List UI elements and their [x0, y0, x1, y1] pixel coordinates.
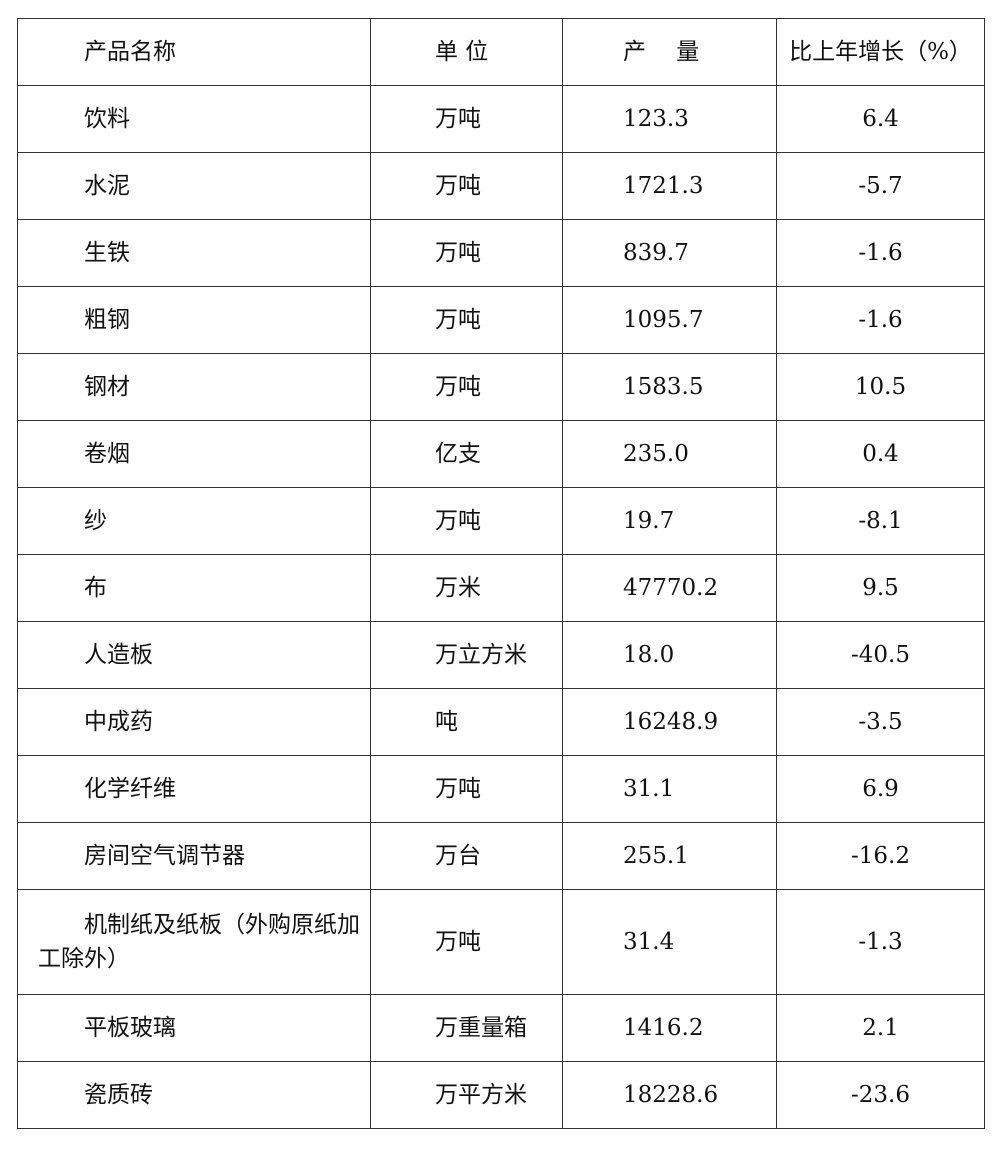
output-cell: 1583.5: [562, 353, 777, 421]
unit-cell: 万平方米: [370, 1061, 563, 1129]
output-cell: 47770.2: [562, 554, 777, 622]
header-row: 产品名称 单 位 产 量 比上年增长（%）: [17, 18, 985, 86]
output-cell: 16248.9: [562, 688, 777, 756]
table-row: 人造板 万立方米 18.0 -40.5: [17, 621, 985, 689]
table-row: 纱万吨 19.7 -8.1: [17, 487, 985, 555]
output-cell: 1721.3: [562, 152, 777, 220]
growth-cell: 10.5: [776, 353, 985, 421]
table-row: 中成药吨 16248.9 -3.5: [17, 688, 985, 756]
output-cell: 235.0: [562, 420, 777, 488]
growth-cell: -3.5: [776, 688, 985, 756]
unit-cell: 万吨: [370, 889, 563, 995]
header-unit: 单 位: [370, 18, 563, 86]
growth-cell: 9.5: [776, 554, 985, 622]
product-name-cell: 机制纸及纸板（外购原纸加工除外）: [17, 889, 371, 995]
table-row: 房间空气调节器 万台 255.1 -16.2: [17, 822, 985, 890]
product-name-cell: 钢材: [17, 353, 371, 421]
unit-cell: 万重量箱: [370, 994, 563, 1062]
header-product-name: 产品名称: [17, 18, 371, 86]
output-cell: 839.7: [562, 219, 777, 287]
product-name-cell: 中成药: [17, 688, 371, 756]
table-row: 水泥 万吨 1721.3 -5.7: [17, 152, 985, 220]
unit-cell: 万米: [370, 554, 563, 622]
unit-cell: 万吨: [370, 487, 563, 555]
unit-cell: 万吨: [370, 353, 563, 421]
growth-cell: -5.7: [776, 152, 985, 220]
unit-cell: 吨: [370, 688, 563, 756]
header-growth: 比上年增长（%）: [776, 18, 985, 86]
growth-cell: -8.1: [776, 487, 985, 555]
product-name-cell: 瓷质砖: [17, 1061, 371, 1129]
product-name-cell: 房间空气调节器: [17, 822, 371, 890]
table-row: 平板玻璃 万重量箱 1416.2 2.1: [17, 994, 985, 1062]
table-row: 生铁 万吨 839.7 -1.6: [17, 219, 985, 287]
unit-cell: 万台: [370, 822, 563, 890]
growth-cell: 0.4: [776, 420, 985, 488]
unit-cell: 万立方米: [370, 621, 563, 689]
table-row: 卷烟 亿支 235.0 0.4: [17, 420, 985, 488]
growth-cell: -23.6: [776, 1061, 985, 1129]
product-name-cell: 布: [17, 554, 371, 622]
product-name-cell: 卷烟: [17, 420, 371, 488]
output-cell: 31.4: [562, 889, 777, 995]
header-output: 产 量: [562, 18, 777, 86]
product-name-cell: 纱: [17, 487, 371, 555]
product-name-cell: 平板玻璃: [17, 994, 371, 1062]
output-cell: 255.1: [562, 822, 777, 890]
table-row: 饮料 万吨 123.3 6.4: [17, 85, 985, 153]
growth-cell: -16.2: [776, 822, 985, 890]
growth-cell: -1.3: [776, 889, 985, 995]
unit-cell: 万吨: [370, 219, 563, 287]
table-row: 钢材 万吨 1583.5 10.5: [17, 353, 985, 421]
table-row: 瓷质砖 万平方米 18228.6 -23.6: [17, 1061, 985, 1129]
growth-cell: -1.6: [776, 219, 985, 287]
table-row: 化学纤维 万吨 31.1 6.9: [17, 755, 985, 823]
product-name-cell: 人造板: [17, 621, 371, 689]
table-row: 粗钢 万吨 1095.7 -1.6: [17, 286, 985, 354]
growth-cell: -1.6: [776, 286, 985, 354]
unit-cell: 万吨: [370, 755, 563, 823]
growth-cell: 6.4: [776, 85, 985, 153]
output-cell: 18.0: [562, 621, 777, 689]
output-cell: 31.1: [562, 755, 777, 823]
unit-cell: 万吨: [370, 85, 563, 153]
growth-cell: -40.5: [776, 621, 985, 689]
table-row: 布万米 47770.2 9.5: [17, 554, 985, 622]
output-cell: 1416.2: [562, 994, 777, 1062]
unit-cell: 万吨: [370, 152, 563, 220]
output-cell: 18228.6: [562, 1061, 777, 1129]
product-name-cell: 化学纤维: [17, 755, 371, 823]
product-output-table: 产品名称 单 位 产 量 比上年增长（%） 饮料 万吨 123.3 6.4 水泥 万吨 17…: [17, 18, 985, 1129]
product-name-cell: 水泥: [17, 152, 371, 220]
output-cell: 1095.7: [562, 286, 777, 354]
product-name-cell: 饮料: [17, 85, 371, 153]
unit-cell: 万吨: [370, 286, 563, 354]
unit-cell: 亿支: [370, 420, 563, 488]
output-cell: 19.7: [562, 487, 777, 555]
product-name-cell: 生铁: [17, 219, 371, 287]
growth-cell: 6.9: [776, 755, 985, 823]
table-row: 机制纸及纸板（外购原纸加工除外） 万吨 31.4 -1.3: [17, 889, 985, 995]
output-cell: 123.3: [562, 85, 777, 153]
product-name-cell: 粗钢: [17, 286, 371, 354]
growth-cell: 2.1: [776, 994, 985, 1062]
